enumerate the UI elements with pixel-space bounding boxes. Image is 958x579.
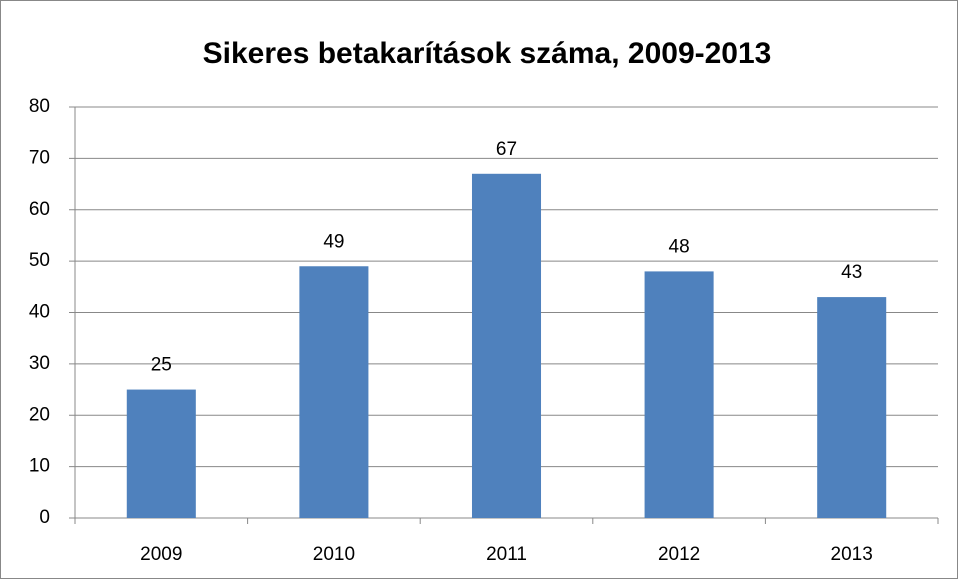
- x-tick-label: 2011: [486, 544, 527, 565]
- data-label: 43: [841, 262, 862, 283]
- y-tick-label: 80: [29, 96, 50, 117]
- y-tick-label: 0: [39, 507, 50, 528]
- bar: [817, 297, 887, 518]
- x-tick-label: 2013: [831, 544, 873, 565]
- data-label: 67: [496, 139, 517, 160]
- y-tick-label: 10: [29, 456, 50, 477]
- x-tick-label: 2010: [313, 544, 355, 565]
- y-tick-label: 30: [29, 353, 50, 374]
- y-tick-label: 70: [29, 147, 50, 168]
- x-tick-label: 2009: [140, 544, 182, 565]
- bar: [471, 173, 542, 518]
- bar: [299, 266, 369, 518]
- data-label: 48: [669, 236, 690, 257]
- bar: [644, 271, 714, 518]
- data-label: 49: [323, 231, 344, 252]
- x-tick-label: 2012: [658, 544, 700, 565]
- y-tick-label: 50: [29, 250, 50, 271]
- bar: [126, 389, 196, 518]
- y-tick-label: 60: [29, 199, 50, 220]
- y-tick-label: 20: [29, 404, 50, 425]
- chart-title: Sikeres betakarítások száma, 2009-2013: [203, 37, 772, 70]
- data-label: 25: [151, 355, 172, 376]
- y-tick-label: 40: [29, 302, 50, 323]
